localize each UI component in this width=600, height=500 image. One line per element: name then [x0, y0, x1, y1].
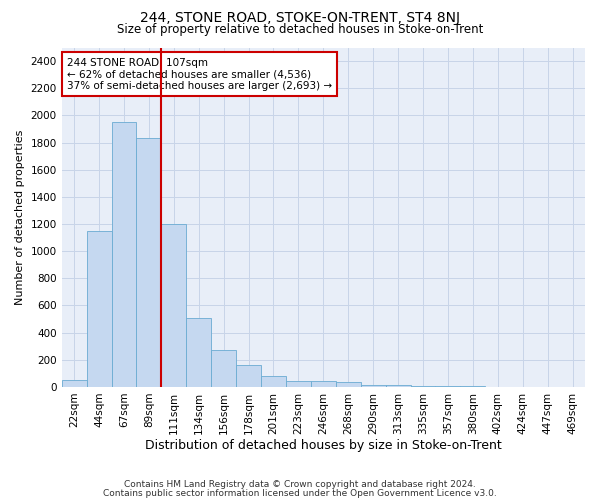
Bar — [211, 350, 236, 387]
Y-axis label: Number of detached properties: Number of detached properties — [15, 130, 25, 305]
Text: 244 STONE ROAD: 107sqm
← 62% of detached houses are smaller (4,536)
37% of semi-: 244 STONE ROAD: 107sqm ← 62% of detached… — [67, 58, 332, 91]
Bar — [460, 386, 485, 387]
Bar — [261, 376, 286, 387]
Text: Contains public sector information licensed under the Open Government Licence v3: Contains public sector information licen… — [103, 488, 497, 498]
Bar — [86, 231, 112, 387]
Bar — [136, 138, 161, 387]
Bar — [336, 382, 361, 387]
Bar — [361, 386, 386, 387]
Text: Size of property relative to detached houses in Stoke-on-Trent: Size of property relative to detached ho… — [117, 22, 483, 36]
Bar — [236, 365, 261, 387]
Bar — [286, 381, 311, 387]
Bar — [186, 318, 211, 387]
Bar — [161, 224, 186, 387]
Text: 244, STONE ROAD, STOKE-ON-TRENT, ST4 8NJ: 244, STONE ROAD, STOKE-ON-TRENT, ST4 8NJ — [140, 11, 460, 25]
Bar — [386, 384, 410, 387]
Bar — [62, 380, 86, 387]
Bar — [311, 381, 336, 387]
Bar — [112, 122, 136, 387]
Text: Contains HM Land Registry data © Crown copyright and database right 2024.: Contains HM Land Registry data © Crown c… — [124, 480, 476, 489]
Bar — [436, 386, 460, 387]
Bar — [410, 386, 436, 387]
X-axis label: Distribution of detached houses by size in Stoke-on-Trent: Distribution of detached houses by size … — [145, 440, 502, 452]
